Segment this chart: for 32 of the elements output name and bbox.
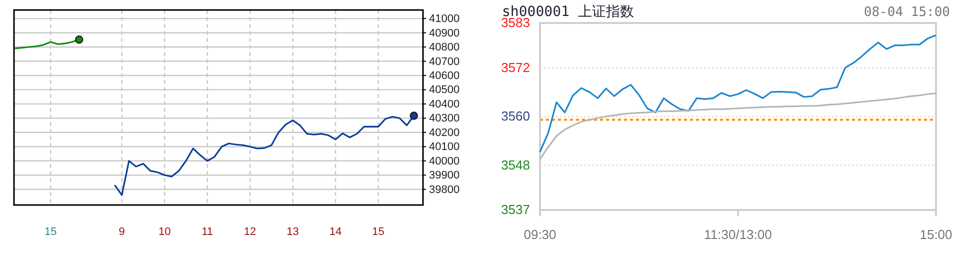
y-tick-label: 40200 [429, 126, 460, 139]
y-tick-label: 3560 [501, 108, 530, 124]
y-tick-label: 3583 [501, 15, 530, 30]
y-tick-label: 39900 [429, 170, 460, 182]
x-tick-label: 11 [202, 226, 214, 238]
x-tick-label: 9 [118, 226, 125, 238]
y-tick-label: 41000 [429, 13, 460, 26]
y-tick-label: 3548 [501, 157, 530, 172]
y-tick-label: 3537 [501, 202, 530, 218]
x-tick-label: 11:30/13:00 [704, 227, 772, 242]
y-tick-label: 40500 [429, 84, 460, 96]
y-tick-label: 40600 [429, 70, 460, 82]
y-tick-label: 40000 [429, 155, 460, 168]
line-series [539, 92, 937, 160]
line-series [539, 34, 937, 153]
y-tick-label: 40800 [429, 42, 460, 54]
y-tick-label: 40700 [429, 56, 460, 68]
x-tick-label: 13 [286, 226, 299, 238]
x-tick-label: 14 [329, 226, 342, 238]
y-tick-label: 40400 [429, 98, 460, 110]
y-tick-label: 40300 [429, 112, 460, 125]
y-tick-label: 40900 [429, 27, 460, 40]
y-tick-label: 3572 [501, 60, 530, 75]
x-tick-label: 15 [44, 226, 57, 238]
x-tick-label: 09:30 [524, 227, 556, 242]
y-tick-label: 39800 [429, 184, 460, 196]
x-tick-label: 15 [372, 226, 384, 238]
x-tick-label: 15:00 [920, 227, 952, 242]
x-tick-label: 12 [244, 226, 256, 238]
y-tick-label: 40100 [429, 141, 460, 154]
x-tick-label: 10 [158, 226, 171, 238]
chart-subtitle: 08-04 15:00 [864, 5, 950, 20]
